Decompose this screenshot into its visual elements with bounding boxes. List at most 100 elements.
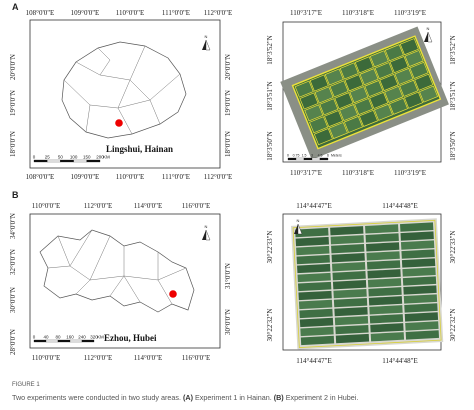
left-coord: 18°3'50"N [266, 131, 274, 160]
scale-label: 160 [66, 335, 74, 340]
scale-label: 0 [33, 155, 36, 160]
plot-cell [299, 317, 334, 328]
plot-cell [370, 332, 405, 342]
plot-cell [404, 49, 424, 68]
plot-cell [300, 326, 334, 337]
plot-cell [331, 244, 365, 254]
top-coord: 114°44'48"E [382, 202, 417, 210]
place-label: Ezhou, Hubei [104, 333, 157, 343]
bottom-coord: 110°3'19"E [394, 169, 426, 177]
caption-text: Two experiments were conducted in two st… [12, 393, 181, 402]
plot-cell [365, 233, 399, 243]
left-coord: 18°0'0"N [9, 131, 17, 157]
left-coord: 20°0'0"N [9, 54, 17, 80]
plot-cell [400, 240, 435, 250]
plot-cell [404, 312, 439, 322]
plot-cell [299, 308, 333, 319]
plot-cell [369, 50, 389, 68]
left-coord: 32°0'0"N [9, 249, 17, 275]
plot-cell [369, 305, 403, 315]
plot-cell [400, 222, 434, 232]
plot-cell [374, 62, 394, 80]
right-coord: 19°0'0"N [224, 90, 232, 116]
top-coord: 111°0'0"E [162, 9, 190, 17]
right-coord: 18°3'50"N [449, 131, 457, 160]
caption-label: (B) [274, 393, 285, 402]
north-arrow [202, 229, 211, 241]
north-label: N [427, 26, 430, 31]
plot-cell [368, 287, 402, 297]
plot-cell [369, 314, 404, 324]
right-coord: 31°0'0"N [224, 263, 232, 289]
plot-cell [399, 79, 419, 97]
bottom-coord: 110°3'17"E [290, 169, 322, 177]
field-image [280, 26, 449, 160]
caption-label: (A) [183, 393, 194, 402]
place-label: Lingshui, Hainan [106, 144, 173, 154]
plot-cell [358, 109, 379, 127]
bottom-coord: 111°0'0"E [162, 173, 190, 181]
scale-segment [33, 159, 48, 163]
plot-cell [333, 297, 368, 308]
plot-cell [324, 68, 344, 86]
plot-cell [334, 315, 369, 326]
plot-cell [333, 288, 367, 299]
top-coord: 112°0'0"E [84, 202, 112, 210]
plot-cell [331, 253, 365, 263]
plot-cell [339, 104, 359, 122]
scale-label: 150 [83, 155, 91, 160]
plot-cell [400, 231, 434, 241]
plot-cell [324, 110, 344, 128]
plot-cell [313, 128, 333, 146]
region-outline [61, 41, 187, 139]
plot-cell [418, 85, 439, 103]
plot-cell [331, 262, 366, 272]
scale-label: 240 [78, 335, 86, 340]
scale-label: Meters [331, 154, 342, 158]
plot-cell [294, 80, 314, 98]
region-outline [39, 229, 195, 313]
north-arrow [202, 39, 211, 51]
panel-label: B [12, 190, 19, 200]
site-marker [115, 119, 123, 127]
plot-cell [401, 249, 435, 259]
plot-cell [332, 280, 367, 290]
bottom-coord: 110°0'0"E [116, 173, 144, 181]
scale-label: KM [97, 335, 104, 340]
scale-segment [73, 159, 87, 163]
plot-cell [399, 38, 419, 56]
top-coord: 114°0'0"E [134, 202, 162, 210]
right-coord: 30°22'32"N [449, 309, 457, 342]
scale-label: 0.75 [293, 154, 300, 158]
map-frame [29, 213, 221, 349]
plot-cell [297, 272, 331, 283]
plot-cell [384, 44, 404, 62]
plot-cell [339, 62, 359, 80]
plot-cell [368, 296, 403, 306]
bottom-coord: 114°44'47"E [296, 357, 331, 365]
plot-cell [296, 245, 330, 256]
plot-cell [344, 74, 364, 92]
scale-segment [295, 157, 305, 161]
scale-segment [57, 339, 71, 343]
bottom-coord: 112°0'0"E [204, 173, 232, 181]
scale-segment [303, 157, 313, 161]
scale-segment [287, 157, 297, 161]
north-label: N [297, 218, 300, 223]
plot-cell [319, 98, 339, 116]
field-image [290, 218, 444, 350]
plot-cell [330, 235, 364, 245]
top-coord: 109°0'0"E [71, 9, 100, 17]
left-coord: 30°0'0"N [9, 287, 17, 313]
caption-text: Experiment 1 in Hainan. [195, 393, 272, 402]
plot-cell [403, 285, 437, 295]
left-coord: 28°0'0"N [9, 329, 17, 355]
top-coord: 112°0'0"E [204, 9, 232, 17]
bottom-coord: 109°0'0"E [71, 173, 100, 181]
plot-cell [367, 269, 401, 279]
plot-cell [300, 335, 335, 346]
left-coord: 30°22'32"N [266, 309, 274, 342]
plot-cell [389, 56, 409, 74]
right-coord: 30°0'0"N [224, 309, 232, 335]
